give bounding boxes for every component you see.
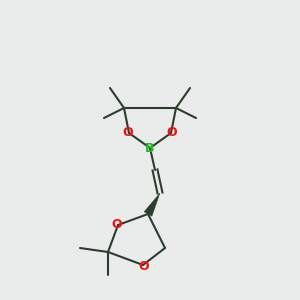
Text: O: O — [167, 127, 177, 140]
Text: O: O — [112, 218, 122, 232]
Text: O: O — [139, 260, 149, 272]
Text: B: B — [145, 142, 155, 154]
Polygon shape — [144, 193, 160, 216]
Text: O: O — [123, 127, 133, 140]
